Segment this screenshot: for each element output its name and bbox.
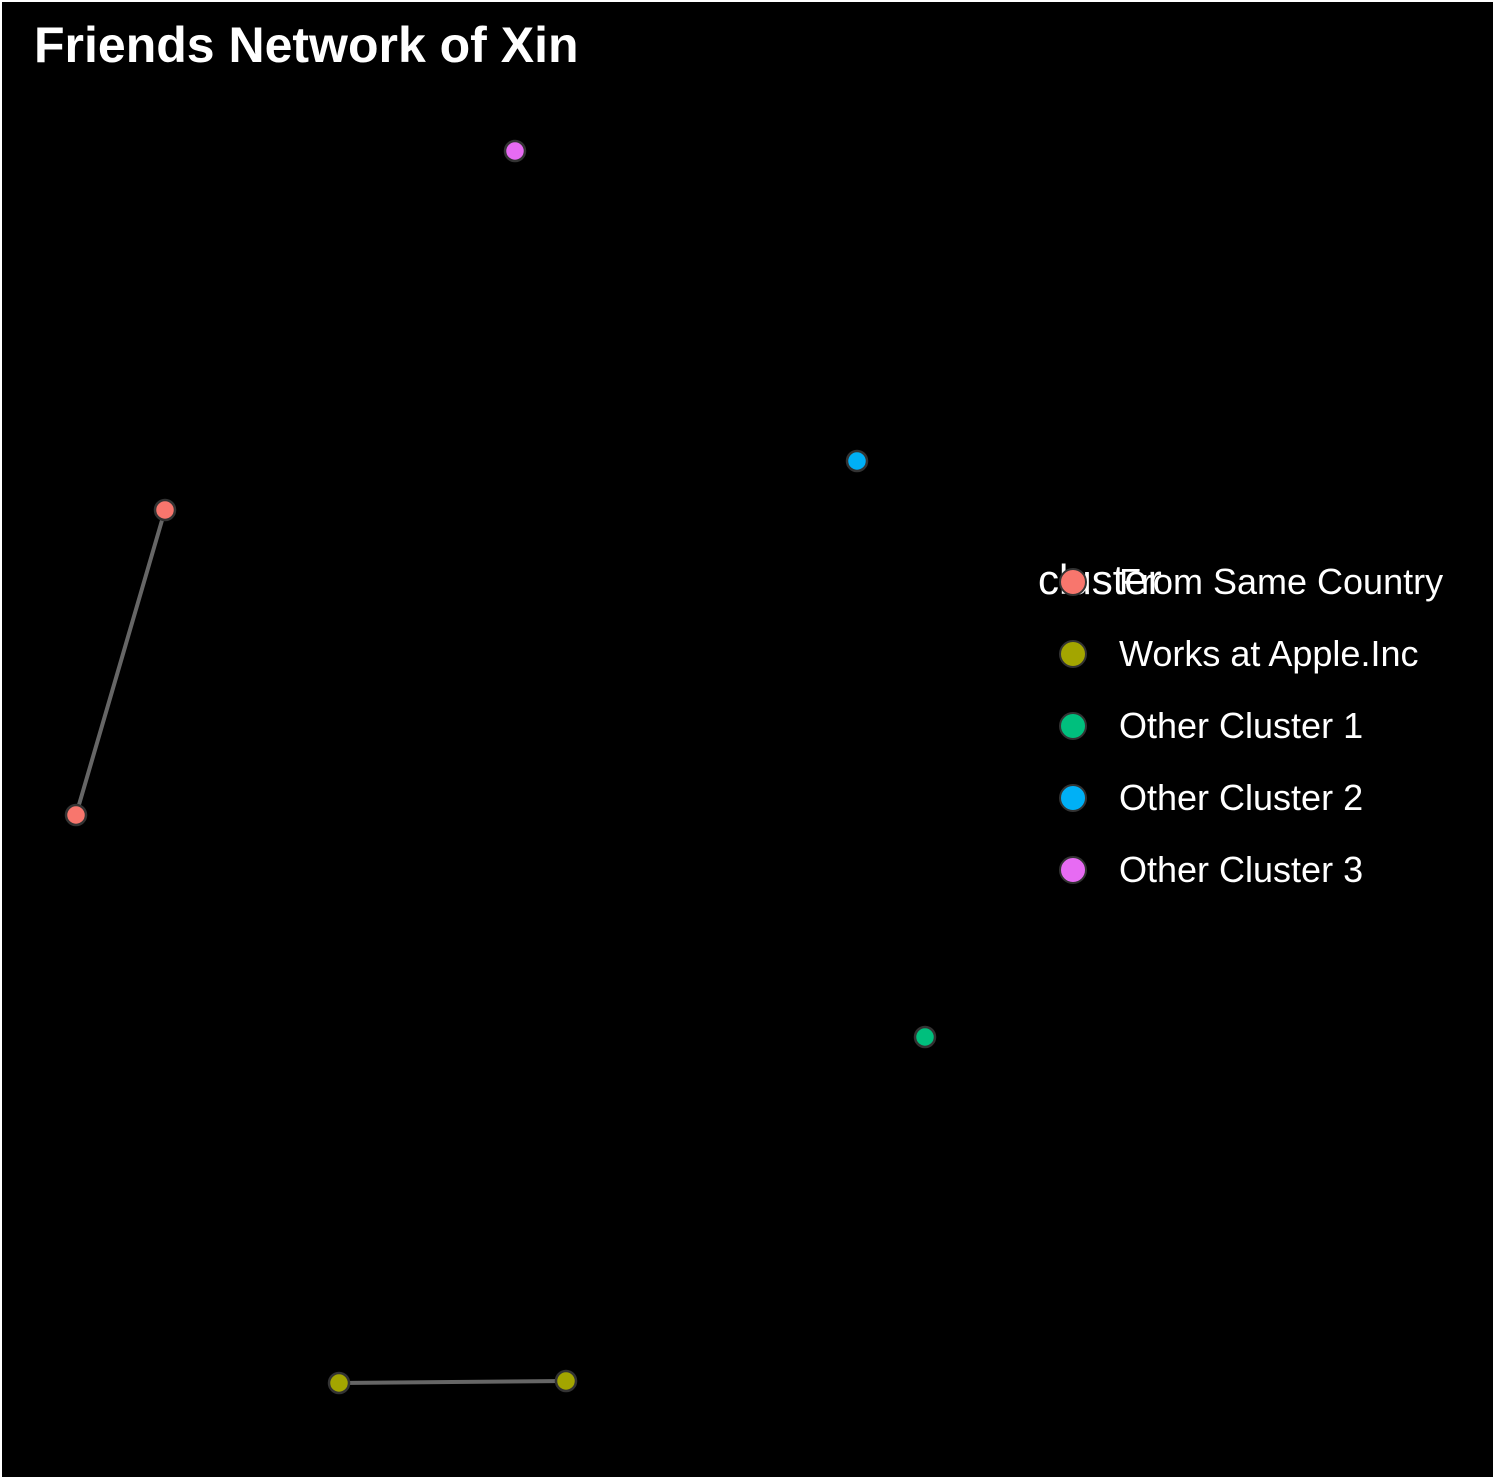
legend-item: Other Cluster 3 [1038, 849, 1458, 928]
chart-title: Friends Network of Xin [34, 17, 579, 73]
legend-key-swatch [1059, 568, 1087, 596]
legend-item-label: Works at Apple.Inc [1119, 633, 1419, 674]
network-node [503, 139, 527, 163]
legend-title: cluster [1038, 556, 1162, 603]
legend-key-swatch [1059, 856, 1087, 884]
legend-item-label: Other Cluster 2 [1119, 777, 1364, 818]
network-node [845, 449, 869, 473]
network-node [327, 1371, 351, 1395]
legend-item-label: From Same Country [1119, 561, 1444, 602]
legend-item: Works at Apple.Inc [1038, 633, 1458, 712]
legend-item-label: Other Cluster 3 [1119, 849, 1364, 890]
network-node [153, 498, 177, 522]
legend-item: From Same Country [1038, 561, 1458, 640]
legend-item: Other Cluster 2 [1038, 777, 1458, 856]
network-edge [74, 508, 167, 817]
edges-layer [74, 508, 568, 1385]
nodes-layer [64, 139, 937, 1395]
legend-item-label: Other Cluster 1 [1119, 705, 1364, 746]
legend-key-swatch [1059, 784, 1087, 812]
network-node [913, 1025, 937, 1049]
network-node [554, 1369, 578, 1393]
legend-key-swatch [1059, 712, 1087, 740]
legend-item: Other Cluster 1 [1038, 705, 1458, 784]
network-node [64, 803, 88, 827]
legend: cluster From Same Country Works at Apple.… [1038, 552, 1443, 890]
legend-key-swatch [1059, 640, 1087, 668]
network-edge [337, 1379, 568, 1385]
